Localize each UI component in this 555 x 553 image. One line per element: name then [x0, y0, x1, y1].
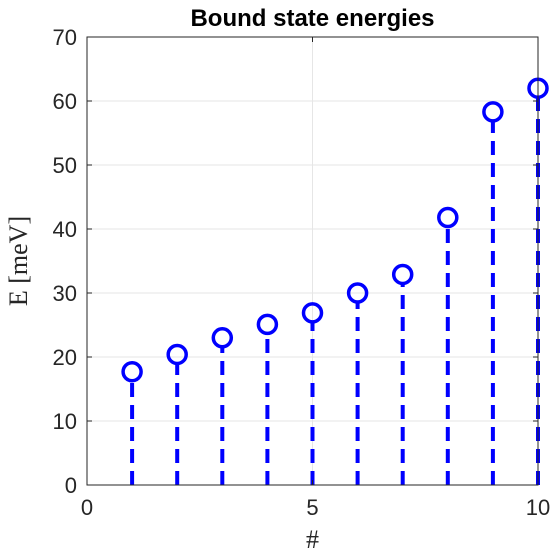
x-tick-label: 0	[81, 495, 93, 520]
y-tick-label: 10	[53, 409, 77, 434]
y-tick-label: 40	[53, 217, 77, 242]
stem-marker	[437, 206, 459, 229]
x-tick-label: 10	[526, 495, 550, 520]
x-axis-label: #	[306, 525, 319, 553]
y-tick-label: 0	[65, 473, 77, 498]
y-tick-label: 50	[53, 153, 77, 178]
stem-markers	[121, 77, 549, 383]
chart-title: Bound state energies	[190, 5, 434, 32]
y-axis-label: E [meV]	[4, 216, 33, 306]
stem-marker	[482, 101, 504, 123]
stem-marker	[121, 360, 143, 383]
stem-marker	[301, 302, 324, 324]
stem-lines	[130, 98, 540, 485]
stem-marker	[211, 327, 234, 349]
y-axis-ticks: 0 10 20 30 40 50 60 70	[53, 25, 538, 498]
stem-marker	[391, 263, 414, 286]
stem-marker	[166, 343, 188, 366]
stem-marker	[256, 313, 279, 336]
x-axis-ticks: 0 5 10	[81, 37, 550, 520]
y-tick-label: 70	[53, 25, 77, 50]
y-tick-label: 30	[53, 281, 77, 306]
y-tick-label: 60	[53, 89, 77, 114]
x-tick-label: 5	[306, 495, 318, 520]
stem-marker	[346, 282, 369, 304]
y-tick-label: 20	[53, 345, 77, 370]
